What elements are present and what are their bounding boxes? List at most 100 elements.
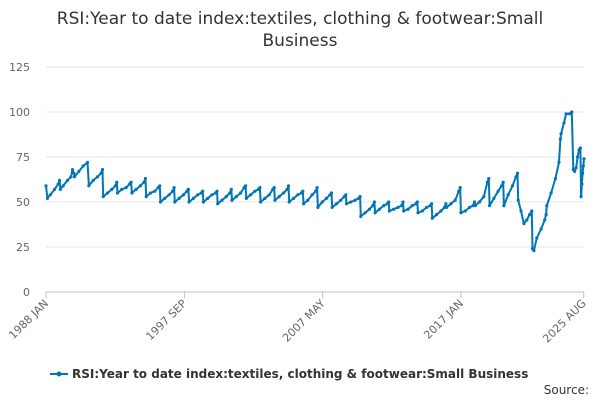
data-point[interactable] xyxy=(420,209,424,213)
data-point[interactable] xyxy=(229,187,233,191)
data-point[interactable] xyxy=(392,207,396,211)
data-point[interactable] xyxy=(310,193,314,197)
data-point[interactable] xyxy=(473,204,477,208)
data-point[interactable] xyxy=(105,191,110,195)
data-point[interactable] xyxy=(430,202,434,206)
data-point[interactable] xyxy=(281,191,286,195)
data-point[interactable] xyxy=(70,168,75,172)
data-point[interactable] xyxy=(206,196,210,200)
data-point[interactable] xyxy=(73,175,77,179)
data-point[interactable] xyxy=(371,204,375,208)
data-point[interactable] xyxy=(558,137,563,141)
data-point[interactable] xyxy=(224,195,228,199)
data-point[interactable] xyxy=(196,193,200,197)
data-point[interactable] xyxy=(120,187,124,191)
data-point[interactable] xyxy=(244,184,248,188)
data-point[interactable] xyxy=(253,189,257,193)
data-point[interactable] xyxy=(171,189,175,193)
data-point[interactable] xyxy=(201,189,205,193)
data-point[interactable] xyxy=(415,200,419,204)
data-point[interactable] xyxy=(402,209,406,213)
data-point[interactable] xyxy=(113,184,117,188)
data-point[interactable] xyxy=(216,202,220,206)
data-point[interactable] xyxy=(153,189,157,193)
data-point[interactable] xyxy=(528,213,532,217)
data-point[interactable] xyxy=(234,195,238,199)
data-point[interactable] xyxy=(138,184,142,188)
data-point[interactable] xyxy=(410,204,414,208)
data-point[interactable] xyxy=(457,189,461,193)
data-point[interactable] xyxy=(559,132,563,136)
data-point[interactable] xyxy=(249,193,253,197)
data-point[interactable] xyxy=(514,175,518,179)
data-point[interactable] xyxy=(576,155,580,159)
data-point[interactable] xyxy=(449,202,453,206)
data-point[interactable] xyxy=(58,187,62,191)
data-point[interactable] xyxy=(324,196,328,200)
data-point[interactable] xyxy=(425,205,429,209)
data-point[interactable] xyxy=(487,177,491,181)
data-point[interactable] xyxy=(416,211,420,215)
data-point[interactable] xyxy=(400,204,404,208)
data-point[interactable] xyxy=(530,209,534,213)
data-point[interactable] xyxy=(372,200,376,204)
data-point[interactable] xyxy=(44,184,48,188)
data-point[interactable] xyxy=(344,193,348,197)
data-point[interactable] xyxy=(472,200,477,204)
data-point[interactable] xyxy=(91,178,95,182)
data-point[interactable] xyxy=(69,175,73,179)
data-point[interactable] xyxy=(539,227,543,231)
data-point[interactable] xyxy=(124,186,128,190)
data-point[interactable] xyxy=(210,193,214,197)
data-point[interactable] xyxy=(406,207,410,211)
data-point[interactable] xyxy=(187,200,191,204)
data-point[interactable] xyxy=(239,191,243,195)
data-point[interactable] xyxy=(482,195,486,199)
data-point[interactable] xyxy=(228,191,232,195)
data-point[interactable] xyxy=(501,180,505,184)
data-point[interactable] xyxy=(535,236,539,240)
data-point[interactable] xyxy=(315,186,319,190)
data-point[interactable] xyxy=(45,196,50,200)
data-point[interactable] xyxy=(510,184,515,188)
data-point[interactable] xyxy=(439,209,443,213)
data-point[interactable] xyxy=(377,207,381,211)
data-point[interactable] xyxy=(220,198,224,202)
data-point[interactable] xyxy=(172,186,176,190)
data-point[interactable] xyxy=(130,191,134,195)
data-point[interactable] xyxy=(492,196,496,200)
data-point[interactable] xyxy=(581,171,585,175)
data-point[interactable] xyxy=(459,211,463,215)
data-point[interactable] xyxy=(181,193,185,197)
data-point[interactable] xyxy=(488,204,492,208)
data-point[interactable] xyxy=(167,193,171,197)
data-point[interactable] xyxy=(302,202,306,206)
data-point[interactable] xyxy=(568,112,572,116)
data-point[interactable] xyxy=(502,204,506,208)
data-point[interactable] xyxy=(56,182,60,186)
data-point[interactable] xyxy=(363,211,367,215)
data-point[interactable] xyxy=(557,160,561,164)
data-point[interactable] xyxy=(191,196,195,200)
data-point[interactable] xyxy=(525,218,529,222)
data-point[interactable] xyxy=(543,218,547,222)
data-point[interactable] xyxy=(143,177,147,181)
data-point[interactable] xyxy=(549,191,553,195)
data-point[interactable] xyxy=(515,171,520,175)
data-point[interactable] xyxy=(286,184,291,188)
data-point[interactable] xyxy=(574,166,578,170)
data-point[interactable] xyxy=(144,195,148,199)
data-point[interactable] xyxy=(544,213,548,217)
data-point[interactable] xyxy=(359,214,363,218)
data-point[interactable] xyxy=(463,209,467,213)
data-point[interactable] xyxy=(382,204,386,208)
data-point[interactable] xyxy=(500,184,504,188)
data-point[interactable] xyxy=(201,200,205,204)
data-point[interactable] xyxy=(129,180,133,184)
data-point[interactable] xyxy=(100,168,105,172)
data-point[interactable] xyxy=(244,196,248,200)
data-point[interactable] xyxy=(285,187,289,191)
data-point[interactable] xyxy=(358,195,362,199)
legend[interactable]: RSI:Year to date index:textiles, clothin… xyxy=(50,367,528,381)
data-point[interactable] xyxy=(95,175,100,179)
